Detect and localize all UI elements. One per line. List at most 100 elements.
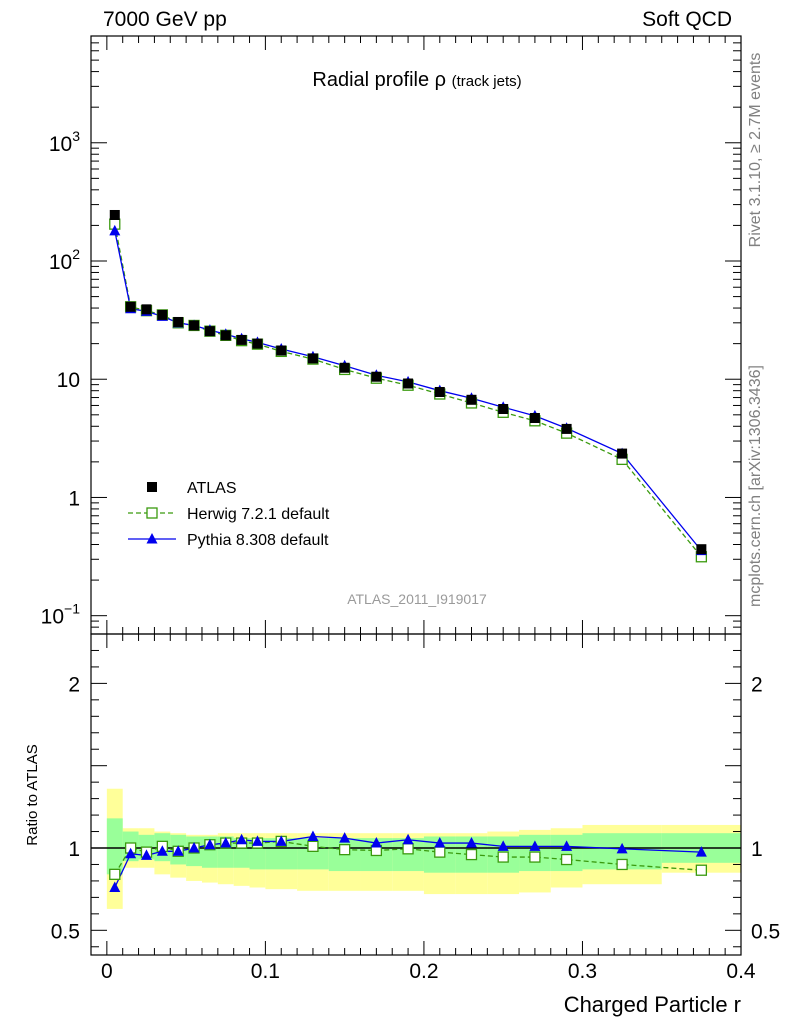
x-tick-label: 0.4 — [726, 960, 756, 983]
legend-herwig-marker — [146, 507, 158, 519]
pythia-ratio-point — [529, 840, 541, 851]
pythia-ratio-point — [204, 838, 216, 850]
pythia-ratio-point — [370, 837, 382, 848]
herwig-ratio-point — [402, 843, 414, 855]
herwig-ratio-point — [307, 840, 319, 853]
chart-labels: Radial profile ρ (track jets) ATLAS_2011_… — [24, 53, 780, 1017]
pythia-ratio-point — [140, 849, 152, 860]
atlas-point — [307, 353, 318, 364]
ratio-uncertainty-bands — [106, 788, 741, 909]
rivet-label: Rivet 3.1.10, ≥ 2.7M events — [747, 53, 764, 248]
pythia-ratio-point — [156, 845, 168, 856]
y-axis-label: Ratio to ATLAS — [24, 744, 41, 845]
atlas-point — [276, 345, 287, 356]
atlas-point — [109, 209, 120, 220]
energy-label: 7000 GeV pp — [103, 8, 227, 31]
x-tick-label: 0.3 — [568, 960, 597, 983]
atlas-point — [561, 423, 572, 434]
atlas-point — [434, 386, 445, 397]
pythia-ratio-line — [114, 835, 702, 888]
stat-uncertainty-band — [550, 834, 583, 872]
legend: ATLAS Herwig 7.2.1 default Pythia 8.308 de… — [128, 480, 330, 549]
pythia-ratio-point — [109, 881, 121, 893]
pythia-ratio-point — [251, 835, 263, 846]
pythia-ratio-point — [465, 837, 477, 848]
pythia-ratio-point — [497, 840, 509, 851]
herwig-ratio-point — [695, 864, 708, 876]
pythia-ratio-point — [125, 847, 137, 859]
ratio-plot-frame — [90, 633, 742, 956]
x-tick-label: 0.2 — [409, 960, 438, 983]
herwig-ratio-point — [434, 846, 446, 858]
pythia-ratio-point — [339, 832, 351, 843]
main-plot-frame — [90, 35, 742, 635]
atlas-point — [173, 316, 184, 327]
main-series-group — [109, 209, 708, 563]
atlas-point — [141, 304, 152, 315]
ratio-y-tick-label: 0.5 — [51, 920, 80, 943]
pythia-ratio-point — [561, 840, 573, 851]
atlas-point — [403, 378, 414, 389]
herwig-ratio-point — [465, 848, 478, 861]
legend-pythia-label: Pythia 8.308 default — [187, 532, 329, 549]
atlas-point — [466, 394, 477, 405]
pythia-ratio-point — [220, 837, 232, 848]
ratio-series-group — [109, 830, 708, 893]
pythia-ratio-point — [695, 846, 707, 857]
pythia-ratio-point — [172, 845, 184, 856]
x-tick-label: 0.1 — [251, 960, 280, 983]
legend-atlas-label: ATLAS — [187, 480, 237, 497]
plot-title: Radial profile ρ (track jets) — [312, 69, 521, 91]
main-y-tick-label: 10 — [57, 369, 80, 392]
pythia-line — [114, 230, 702, 552]
ratio-y-tick-label-right: 2 — [751, 673, 763, 696]
herwig-line — [114, 224, 702, 558]
herwig-ratio-point — [109, 868, 121, 880]
main-y-tick-label: 1 — [68, 487, 80, 510]
atlas-point — [339, 362, 350, 373]
ratio-y-tick-label: 1 — [68, 838, 80, 861]
legend-herwig-label: Herwig 7.2.1 default — [187, 506, 330, 523]
atlas-point — [157, 309, 168, 320]
legend-pythia-marker — [146, 533, 158, 544]
herwig-ratio-point — [560, 853, 573, 866]
legend-atlas-marker — [147, 482, 157, 492]
main-y-tick-label: 10−1 — [41, 601, 81, 629]
herwig-ratio-point — [616, 858, 628, 871]
process-label: Soft QCD — [642, 8, 732, 31]
atlas-point — [204, 326, 215, 337]
ratio-y-tick-label: 2 — [68, 673, 80, 696]
pythia-ratio-point — [307, 830, 319, 841]
atlas-point — [220, 330, 231, 341]
pythia-ratio-point — [434, 837, 446, 848]
x-axis-label: Charged Particle r — [564, 992, 741, 1017]
atlas-point — [125, 301, 136, 312]
atlas-point — [189, 320, 200, 331]
analysis-label: ATLAS_2011_I919017 — [347, 591, 487, 607]
pythia-ratio-point — [402, 833, 414, 845]
source-label: mcplots.cern.ch [arXiv:1306.3436] — [747, 365, 764, 607]
atlas-point — [617, 448, 628, 459]
herwig-ratio-point — [339, 843, 351, 856]
stat-uncertainty-band — [106, 818, 123, 875]
pythia-ratio-point — [616, 842, 628, 854]
atlas-point — [498, 404, 509, 415]
atlas-point — [529, 412, 540, 423]
pythia-ratio-point — [236, 833, 248, 845]
ratio-frame — [90, 633, 742, 956]
herwig-ratio-line — [114, 840, 702, 875]
x-tick-label: 0 — [101, 960, 113, 983]
main-y-tick-label: 102 — [49, 246, 80, 274]
atlas-point — [236, 334, 247, 345]
atlas-point — [696, 544, 707, 555]
pythia-ratio-point — [188, 842, 200, 853]
atlas-point — [371, 371, 382, 382]
pythia-point — [109, 224, 121, 236]
herwig-ratio-point — [497, 851, 509, 863]
ratio-y-tick-label-right: 1 — [751, 838, 763, 861]
herwig-ratio-point — [529, 851, 541, 863]
atlas-point — [252, 338, 263, 349]
pythia-ratio-point — [275, 835, 287, 846]
main-y-tick-label: 103 — [49, 128, 80, 156]
